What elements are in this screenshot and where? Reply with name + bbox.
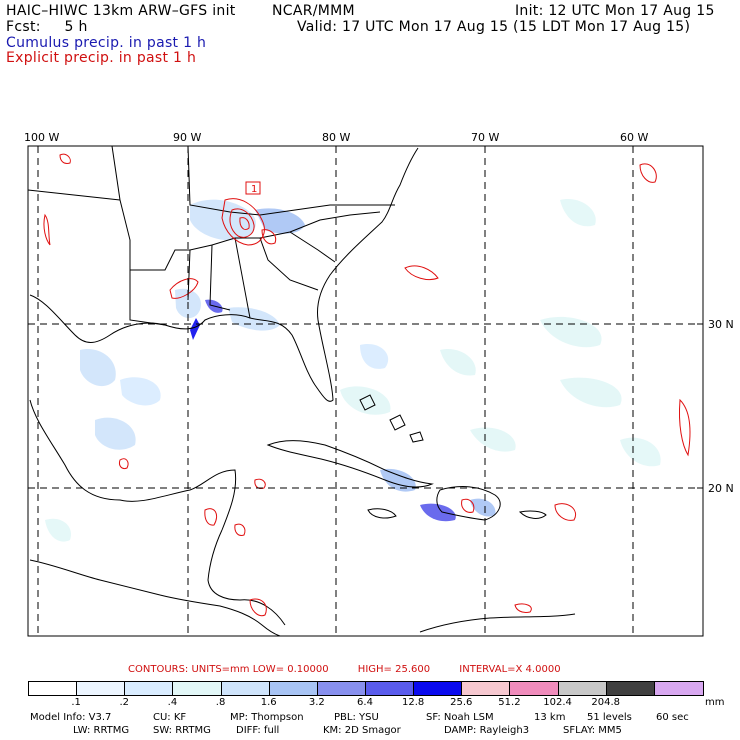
contour-label-box — [245, 181, 261, 195]
coastlines — [27, 145, 576, 637]
colorbar-tick-label: 6.4 — [357, 697, 373, 708]
forecast-hour: Fcst: 5 h — [6, 19, 88, 35]
model-title: HAIC–HIWC 13km ARW–GFS init — [6, 3, 236, 19]
colorbar-tick-label: 25.6 — [450, 697, 473, 708]
colorbar-tick-label: .2 — [119, 697, 130, 708]
lon-label-70w: 70 W — [471, 131, 500, 144]
model-info-sw: SW: RRTMG — [153, 725, 211, 736]
colorbar-swatch — [365, 682, 415, 695]
lon-label-80w: 80 W — [322, 131, 351, 144]
lon-label-90w: 90 W — [173, 131, 202, 144]
model-info-sf: SF: Noah LSM — [426, 712, 494, 723]
grid-lines — [28, 146, 703, 636]
model-info-res: 13 km — [534, 712, 566, 723]
lat-label-30n: 30 N — [708, 318, 734, 331]
explicit-precip-contours — [43, 153, 691, 617]
map-ticks — [37, 146, 703, 489]
precip-colorbar — [28, 681, 704, 696]
model-info-cu: CU: KF — [153, 712, 187, 723]
model-info-sflay: SFLAY: MM5 — [563, 725, 622, 736]
colorbar-swatch — [221, 682, 270, 695]
colorbar-swatch — [414, 682, 463, 695]
init-time: Init: 12 UTC Mon 17 Aug 15 — [515, 3, 715, 19]
colorbar-swatch — [77, 682, 126, 695]
contours-high: HIGH= 25.600 — [357, 664, 431, 675]
colorbar-swatch — [269, 682, 318, 695]
contour-label-value: 1 — [251, 184, 257, 195]
colorbar-swatch — [173, 682, 222, 695]
colorbar-swatch — [125, 682, 174, 695]
colorbar-tick-label: .8 — [215, 697, 226, 708]
cumulus-precip-areas — [45, 199, 661, 542]
colorbar-tick-label: 204.8 — [591, 697, 621, 708]
model-info-pbl: PBL: YSU — [334, 712, 379, 723]
model-info-mp: MP: Thompson — [230, 712, 304, 723]
model-info-dt: 60 sec — [656, 712, 689, 723]
colorbar-swatch — [510, 682, 559, 695]
valid-time: Valid: 17 UTC Mon 17 Aug 15 (15 LDT Mon … — [297, 19, 691, 35]
model-info-levels: 51 levels — [587, 712, 632, 723]
map-frame — [27, 145, 704, 637]
colorbar-tick-label: 12.8 — [402, 697, 425, 708]
model-info-damp: DAMP: Rayleigh3 — [444, 725, 530, 736]
colorbar-tick-label: 51.2 — [498, 697, 521, 708]
colorbar-tick-label: 1.6 — [260, 697, 277, 708]
lon-label-100w: 100 W — [24, 131, 60, 144]
model-info-km: KM: 2D Smagor — [323, 725, 401, 736]
contours-info: CONTOURS: UNITS=mm LOW= 0.10000 HIGH= 25… — [128, 664, 587, 675]
colorbar-swatch — [654, 682, 703, 695]
colorbar-tick-label: 102.4 — [543, 697, 572, 708]
model-info-diff: DIFF: full — [236, 725, 280, 736]
colorbar-swatch — [462, 682, 511, 695]
explicit-legend: Explicit precip. in past 1 h — [6, 50, 197, 66]
colorbar-unit: mm — [705, 697, 725, 708]
org-label: NCAR/MMM — [272, 3, 355, 19]
colorbar-tick-label: .4 — [167, 697, 178, 708]
lat-label-20n: 20 N — [708, 482, 734, 495]
colorbar-swatch — [606, 682, 655, 695]
contours-units: CONTOURS: UNITS=mm LOW= 0.10000 — [128, 664, 329, 675]
colorbar-tick-label: .1 — [71, 697, 81, 708]
cumulus-legend: Cumulus precip. in past 1 h — [6, 35, 207, 51]
model-info-lw: LW: RRTMG — [73, 725, 130, 736]
colorbar-swatch — [558, 682, 607, 695]
colorbar-tick-label: 3.2 — [308, 697, 325, 708]
contours-interval: INTERVAL=X 4.0000 — [459, 664, 561, 675]
colorbar-swatch — [317, 682, 366, 695]
model-info-1: Model Info: V3.7 — [30, 712, 112, 723]
colorbar-swatch — [29, 682, 78, 695]
lon-label-60w: 60 W — [620, 131, 649, 144]
